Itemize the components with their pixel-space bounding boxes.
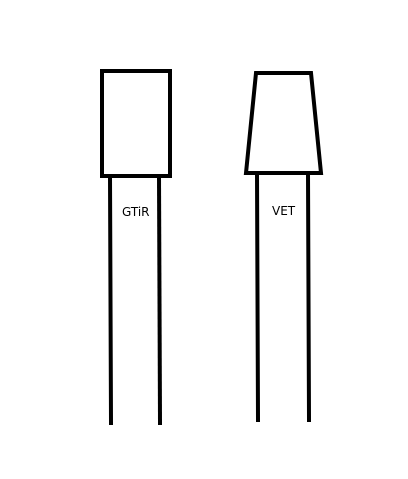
vet-head-trapezoid [243, 71, 324, 175]
gtir-head-rectangle [100, 69, 172, 178]
gtir-label: GTiR [122, 205, 150, 219]
gtir-left-lead [107, 173, 114, 426]
vet-right-lead [305, 170, 312, 423]
vet-left-lead [254, 170, 261, 423]
vet-component: VET [243, 71, 324, 423]
gtir-component: GTiR [100, 69, 172, 426]
vet-label: VET [272, 204, 296, 218]
gtir-right-lead [156, 173, 163, 426]
